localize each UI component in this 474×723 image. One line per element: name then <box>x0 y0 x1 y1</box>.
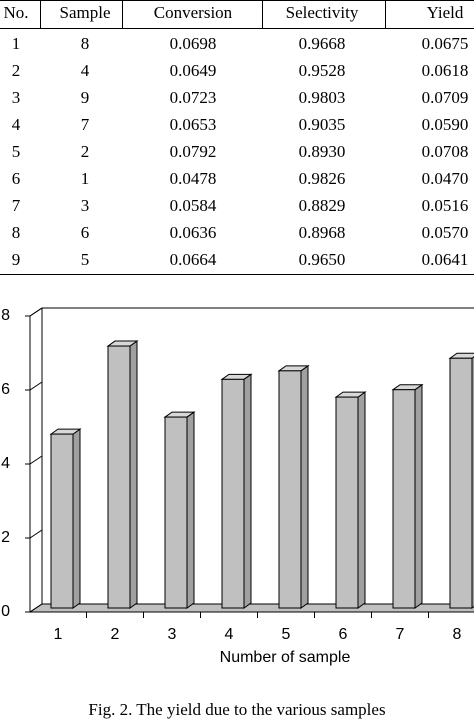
y-tick-wall <box>29 455 43 465</box>
bar-side <box>300 364 309 609</box>
caption: Fig. 2. The yield due to the various sam… <box>88 700 385 719</box>
table-cell: 0.0516 <box>422 196 469 215</box>
y-tick-wall <box>29 381 43 391</box>
table-cell: 3 <box>12 88 21 107</box>
table-cell: 0.0641 <box>422 250 469 269</box>
y-tick-wall <box>29 529 43 539</box>
table-cell: 0.0636 <box>170 223 217 242</box>
bar <box>164 416 188 609</box>
table-cell: 2 <box>81 142 90 161</box>
table-cell: 0.8829 <box>299 196 346 215</box>
bar-top <box>448 352 474 359</box>
table-cell: 4 <box>12 115 21 134</box>
table-cell: 7 <box>12 196 21 215</box>
y-tick-label: 4 <box>1 455 10 472</box>
table-cell: 0.9668 <box>299 34 346 53</box>
table-cell: 0.9803 <box>299 88 346 107</box>
table-cell: 0.0478 <box>170 169 217 188</box>
x-tick-label: 2 <box>111 626 120 643</box>
table-cell: 0.0792 <box>170 142 217 161</box>
table-cell: 0.8930 <box>299 142 346 161</box>
y-tick-label: 2 <box>1 529 10 546</box>
table-cell: 3 <box>81 196 90 215</box>
y-tick-label: 8 <box>1 307 10 324</box>
x-tick-label: 3 <box>168 626 177 643</box>
table-cell: 5 <box>12 142 21 161</box>
bar-side <box>129 340 138 609</box>
table-cell: 6 <box>12 169 21 188</box>
x-tick-label: 4 <box>225 626 234 643</box>
table-cell: 0.0723 <box>170 88 217 107</box>
table-cell: 0.0470 <box>422 169 469 188</box>
table-cell: 0.0649 <box>170 61 217 80</box>
table-cell: 0.0653 <box>170 115 217 134</box>
table-cell: 0.0698 <box>170 34 217 53</box>
y-tick-wall <box>29 603 43 613</box>
table-cell: 0.0675 <box>422 34 469 53</box>
table-cell: 0.0708 <box>422 142 469 161</box>
table-cell: 0.9528 <box>299 61 346 80</box>
bar <box>221 378 245 609</box>
x-tick-label: 7 <box>396 626 405 643</box>
bar-side <box>186 411 195 609</box>
bar-side <box>72 428 81 609</box>
bar <box>449 357 473 609</box>
table-cell: 6 <box>81 223 90 242</box>
table-cell: 0.0618 <box>422 61 469 80</box>
table-cell: 8 <box>81 34 90 53</box>
table-cell: 0.0584 <box>170 196 217 215</box>
table-header: No. <box>3 3 28 22</box>
bar <box>107 345 131 609</box>
y-tick-label: 6 <box>1 381 10 398</box>
table-cell: 2 <box>12 61 21 80</box>
bar <box>278 370 302 609</box>
table-cell: 0.9826 <box>299 169 346 188</box>
table-cell: 0.9650 <box>299 250 346 269</box>
table-cell: 5 <box>81 250 90 269</box>
x-tick-label: 1 <box>54 626 63 643</box>
table-cell: 0.0709 <box>422 88 469 107</box>
table-cell: 0.0570 <box>422 223 469 242</box>
bar <box>50 433 74 609</box>
x-tick-label: 6 <box>339 626 348 643</box>
table <box>0 0 474 275</box>
table-cell: 0.8968 <box>299 223 346 242</box>
table-cell: 0.9035 <box>299 115 346 134</box>
table-header: Yield <box>427 3 464 22</box>
x-axis-title: Number of sample <box>220 649 351 666</box>
table-cell: 0.0590 <box>422 115 469 134</box>
y-tick-label: 0 <box>1 603 10 620</box>
bar-side <box>357 391 366 609</box>
table-cell: 1 <box>81 169 90 188</box>
table-header: Selectivity <box>286 3 359 22</box>
y-tick-wall <box>29 307 43 317</box>
table-cell: 1 <box>12 34 21 53</box>
bar <box>392 389 416 609</box>
table-cell: 4 <box>81 61 90 80</box>
table-cell: 9 <box>12 250 21 269</box>
table-header: Sample <box>60 3 111 22</box>
table-header: Conversion <box>154 3 233 22</box>
table-cell: 0.0664 <box>170 250 217 269</box>
back-wall <box>29 307 474 317</box>
bar-side <box>243 373 252 609</box>
table-cell: 9 <box>81 88 90 107</box>
x-tick-label: 8 <box>453 626 462 643</box>
x-tick-label: 5 <box>282 626 291 643</box>
table-cell: 8 <box>12 223 21 242</box>
bar-side <box>414 383 423 609</box>
table-cell: 7 <box>81 115 90 134</box>
bar <box>335 396 359 609</box>
